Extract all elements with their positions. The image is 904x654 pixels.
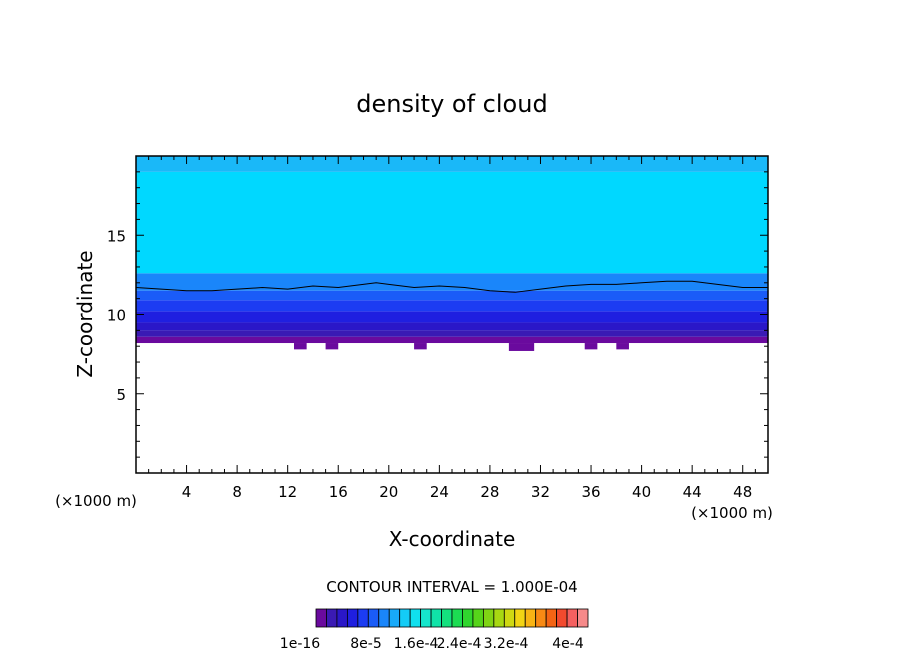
density-band-2: [136, 322, 768, 331]
cloud-base-fragment-2: [414, 343, 427, 350]
y-axis-label: Z-coordinate: [73, 250, 97, 377]
x-tick-label-28: 28: [480, 483, 499, 501]
colorbar-swatch-23: [556, 608, 568, 628]
density-band-5: [136, 290, 768, 301]
colorbar-swatch-4: [357, 608, 369, 628]
y-tick-label-10: 10: [107, 307, 126, 325]
y-tick-label-15: 15: [107, 227, 126, 245]
x-tick-label-40: 40: [632, 483, 651, 501]
cloud-base-fragment-5: [616, 343, 629, 350]
colorbar-swatch-0: [315, 608, 327, 628]
x-tick-label-4: 4: [182, 483, 192, 501]
colorbar-swatch-18: [503, 608, 516, 628]
colorbar-swatch-3: [346, 608, 359, 628]
x-unit-right: (×1000 m): [691, 504, 773, 522]
x-tick-label-20: 20: [379, 483, 398, 501]
contour-line: [135, 280, 768, 293]
colorbar-swatch-7: [388, 608, 401, 628]
colorbar-swatch-15: [472, 608, 484, 628]
colorbar-swatch-10: [420, 608, 432, 628]
colorbar-swatch-2: [336, 608, 348, 628]
density-band-3: [136, 311, 768, 323]
density-band-8: [136, 156, 768, 172]
colorbar-swatch-8: [399, 608, 411, 628]
x-tick-label-36: 36: [581, 483, 600, 501]
colorbar-label-5: 4e-4: [552, 636, 584, 652]
density-band-6: [136, 273, 768, 291]
colorbar-swatch-22: [545, 608, 558, 628]
colorbar-swatch-25: [577, 608, 589, 628]
colorbar-swatch-14: [462, 608, 474, 628]
cloud-base-fragment-3: [508, 343, 535, 351]
colorbar-swatch-21: [535, 608, 547, 628]
chart-title: density of cloud: [356, 90, 547, 118]
colorbar-swatch-9: [409, 608, 422, 628]
cloud-base-fragment-1: [325, 343, 339, 350]
colorbar-swatch-20: [524, 608, 537, 628]
colorbar-swatch-1: [326, 608, 338, 628]
x-tick-label-8: 8: [232, 483, 242, 501]
x-axis-label: X-coordinate: [389, 527, 516, 551]
colorbar-swatch-17: [493, 608, 505, 628]
cloud-base-fragment-4: [584, 343, 598, 350]
colorbar-swatch-12: [441, 608, 453, 628]
density-band-1: [136, 330, 768, 337]
colorbar-swatch-16: [482, 608, 495, 628]
y-tick-label-5: 5: [116, 386, 126, 404]
colorbar-swatch-24: [566, 608, 578, 628]
colorbar-swatch-13: [451, 608, 463, 628]
colorbar-label-0: 1e-16: [280, 636, 320, 652]
colorbar: 1e-16 8e-5 1.6e-42.4e-4 3.2e-4 4e-4: [280, 608, 589, 652]
plot-area: [135, 156, 768, 351]
x-tick-label-32: 32: [531, 483, 550, 501]
colorbar-label-2: 1.6e-4: [394, 636, 439, 652]
colorbar-label-1: 8e-5: [350, 636, 381, 652]
colorbar-swatch-19: [514, 608, 526, 628]
x-tick-label-48: 48: [733, 483, 752, 501]
x-unit-left: (×1000 m): [55, 492, 137, 510]
colorbar-swatch-6: [378, 608, 390, 628]
density-band-4: [136, 300, 768, 312]
colorbar-label-3: 2.4e-4: [437, 636, 482, 652]
x-tick-label-12: 12: [278, 483, 297, 501]
colorbar-label-4: 3.2e-4: [484, 636, 529, 652]
cloud-base-fragment-0: [294, 343, 307, 350]
density-band-7: [136, 171, 768, 274]
x-tick-label-44: 44: [683, 483, 702, 501]
density-band-0: [136, 336, 768, 344]
colorbar-swatch-5: [367, 608, 380, 628]
x-tick-label-24: 24: [430, 483, 449, 501]
contour-interval-text: CONTOUR INTERVAL = 1.000E-04: [326, 578, 577, 596]
x-tick-label-16: 16: [329, 483, 348, 501]
colorbar-swatch-11: [430, 608, 442, 628]
